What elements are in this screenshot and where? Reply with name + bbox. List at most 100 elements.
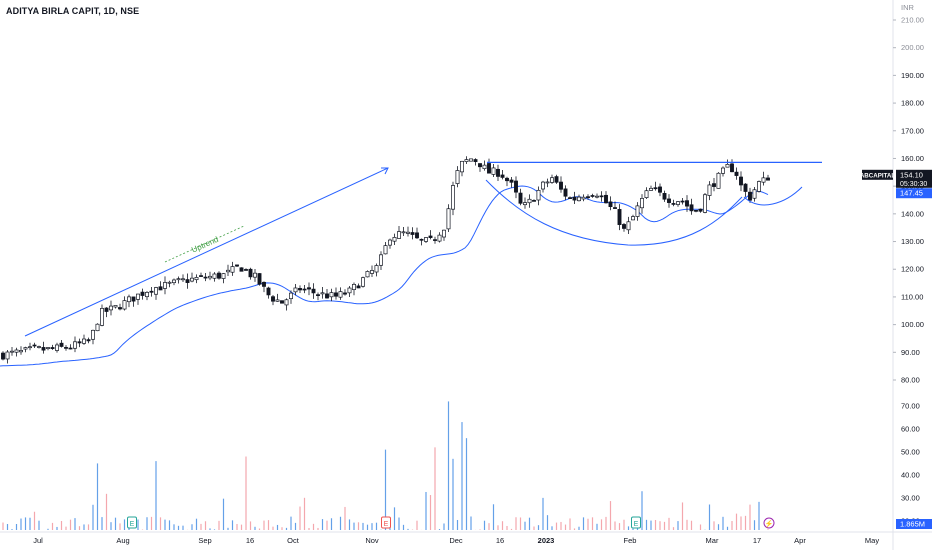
volume-bar — [461, 422, 463, 530]
volume-bar — [654, 519, 657, 530]
candle-body — [316, 294, 320, 297]
candle-body — [590, 195, 595, 197]
candle — [298, 285, 302, 293]
volume-bar — [200, 523, 202, 530]
volume-tick-label: 70.00 — [901, 402, 920, 411]
candle-body — [572, 196, 577, 201]
candle — [23, 346, 28, 353]
candle — [338, 287, 343, 300]
event-markers[interactable]: E E E ⚡ — [127, 516, 775, 529]
earnings-marker[interactable]: E — [127, 516, 137, 529]
candle-body — [37, 346, 41, 348]
candle — [698, 208, 703, 213]
time-tick-label: Aug — [116, 536, 129, 545]
candle-body — [293, 287, 298, 293]
candle — [694, 209, 698, 213]
candle-body — [527, 198, 532, 204]
candle-body — [158, 286, 163, 291]
volume-bar — [276, 524, 279, 530]
candle — [505, 176, 509, 187]
candle — [415, 227, 419, 240]
handle-curve[interactable] — [743, 186, 803, 206]
volume-bar — [614, 521, 616, 530]
candle — [379, 251, 383, 271]
candle — [734, 167, 739, 180]
candle — [658, 183, 662, 197]
last-price-value: 154.10 — [900, 170, 923, 179]
candle-body — [734, 171, 739, 176]
volume-bar — [317, 527, 319, 530]
candle — [541, 180, 545, 193]
candle — [325, 288, 329, 299]
uptrend-line[interactable] — [24, 167, 389, 337]
candle-body — [140, 291, 145, 296]
candle-body — [766, 177, 770, 181]
volume-bar — [137, 519, 139, 530]
volume-bar — [483, 520, 486, 530]
candle — [685, 195, 689, 212]
candle-body — [545, 181, 550, 184]
candle-body — [82, 338, 86, 344]
moving-average-line — [0, 185, 769, 367]
candle — [352, 282, 356, 296]
volume-bar — [749, 504, 751, 530]
volume-bar — [38, 520, 40, 530]
volume-bar — [83, 524, 85, 530]
candle-body — [95, 323, 100, 332]
volume-bar — [146, 517, 148, 530]
candle — [100, 304, 104, 327]
volume-bar — [470, 516, 472, 530]
candle — [334, 287, 338, 300]
earnings-marker[interactable]: E — [631, 516, 641, 529]
candle-body — [469, 158, 473, 162]
candle — [473, 158, 478, 166]
candle — [5, 349, 10, 364]
volume-bar — [47, 528, 49, 530]
candle — [478, 163, 482, 172]
split-marker-circle — [763, 517, 775, 529]
candle-body — [226, 269, 230, 273]
candle — [82, 334, 86, 345]
volume-bar — [465, 438, 468, 530]
candle-body — [275, 299, 280, 302]
volume-bar — [60, 520, 63, 530]
price-tick-label: 190.00 — [901, 71, 924, 80]
candle — [622, 222, 626, 232]
volume-bar — [267, 520, 270, 530]
candle-body — [154, 287, 158, 295]
candle-body — [176, 278, 181, 281]
candle — [257, 273, 262, 286]
volume-bar — [366, 524, 369, 530]
candle-body — [757, 181, 761, 192]
volume-bar — [177, 525, 180, 530]
volume-bar — [33, 511, 36, 530]
candle — [716, 172, 721, 189]
candle-body — [235, 264, 239, 267]
price-tick-label: 110.00 — [901, 292, 923, 301]
candle-body — [77, 341, 82, 344]
candle — [73, 336, 77, 353]
candle — [289, 290, 293, 304]
volume-bar — [524, 521, 526, 530]
candle-body — [523, 202, 527, 206]
volume-tick-label: 40.00 — [901, 470, 920, 479]
candle — [554, 174, 559, 184]
volume-bar — [434, 447, 436, 530]
candle — [487, 158, 491, 174]
volume-bar — [150, 516, 153, 530]
dividend-marker[interactable]: E — [381, 516, 391, 529]
candle — [77, 338, 82, 348]
volume-bar — [299, 506, 301, 530]
candle-body — [280, 300, 284, 304]
candle — [239, 267, 244, 272]
candle — [757, 180, 761, 193]
time-axis[interactable]: Jul Aug Sep 16 Oct Nov Dec 16 2023 Feb Mar 17 Apr May — [33, 536, 879, 545]
volume-bar — [2, 522, 4, 530]
candle-body — [59, 342, 64, 347]
candle-body — [109, 305, 113, 311]
cup-curve[interactable] — [485, 179, 743, 246]
split-marker[interactable]: ⚡ — [763, 517, 775, 529]
candle-body — [365, 271, 370, 278]
candle — [167, 280, 172, 288]
